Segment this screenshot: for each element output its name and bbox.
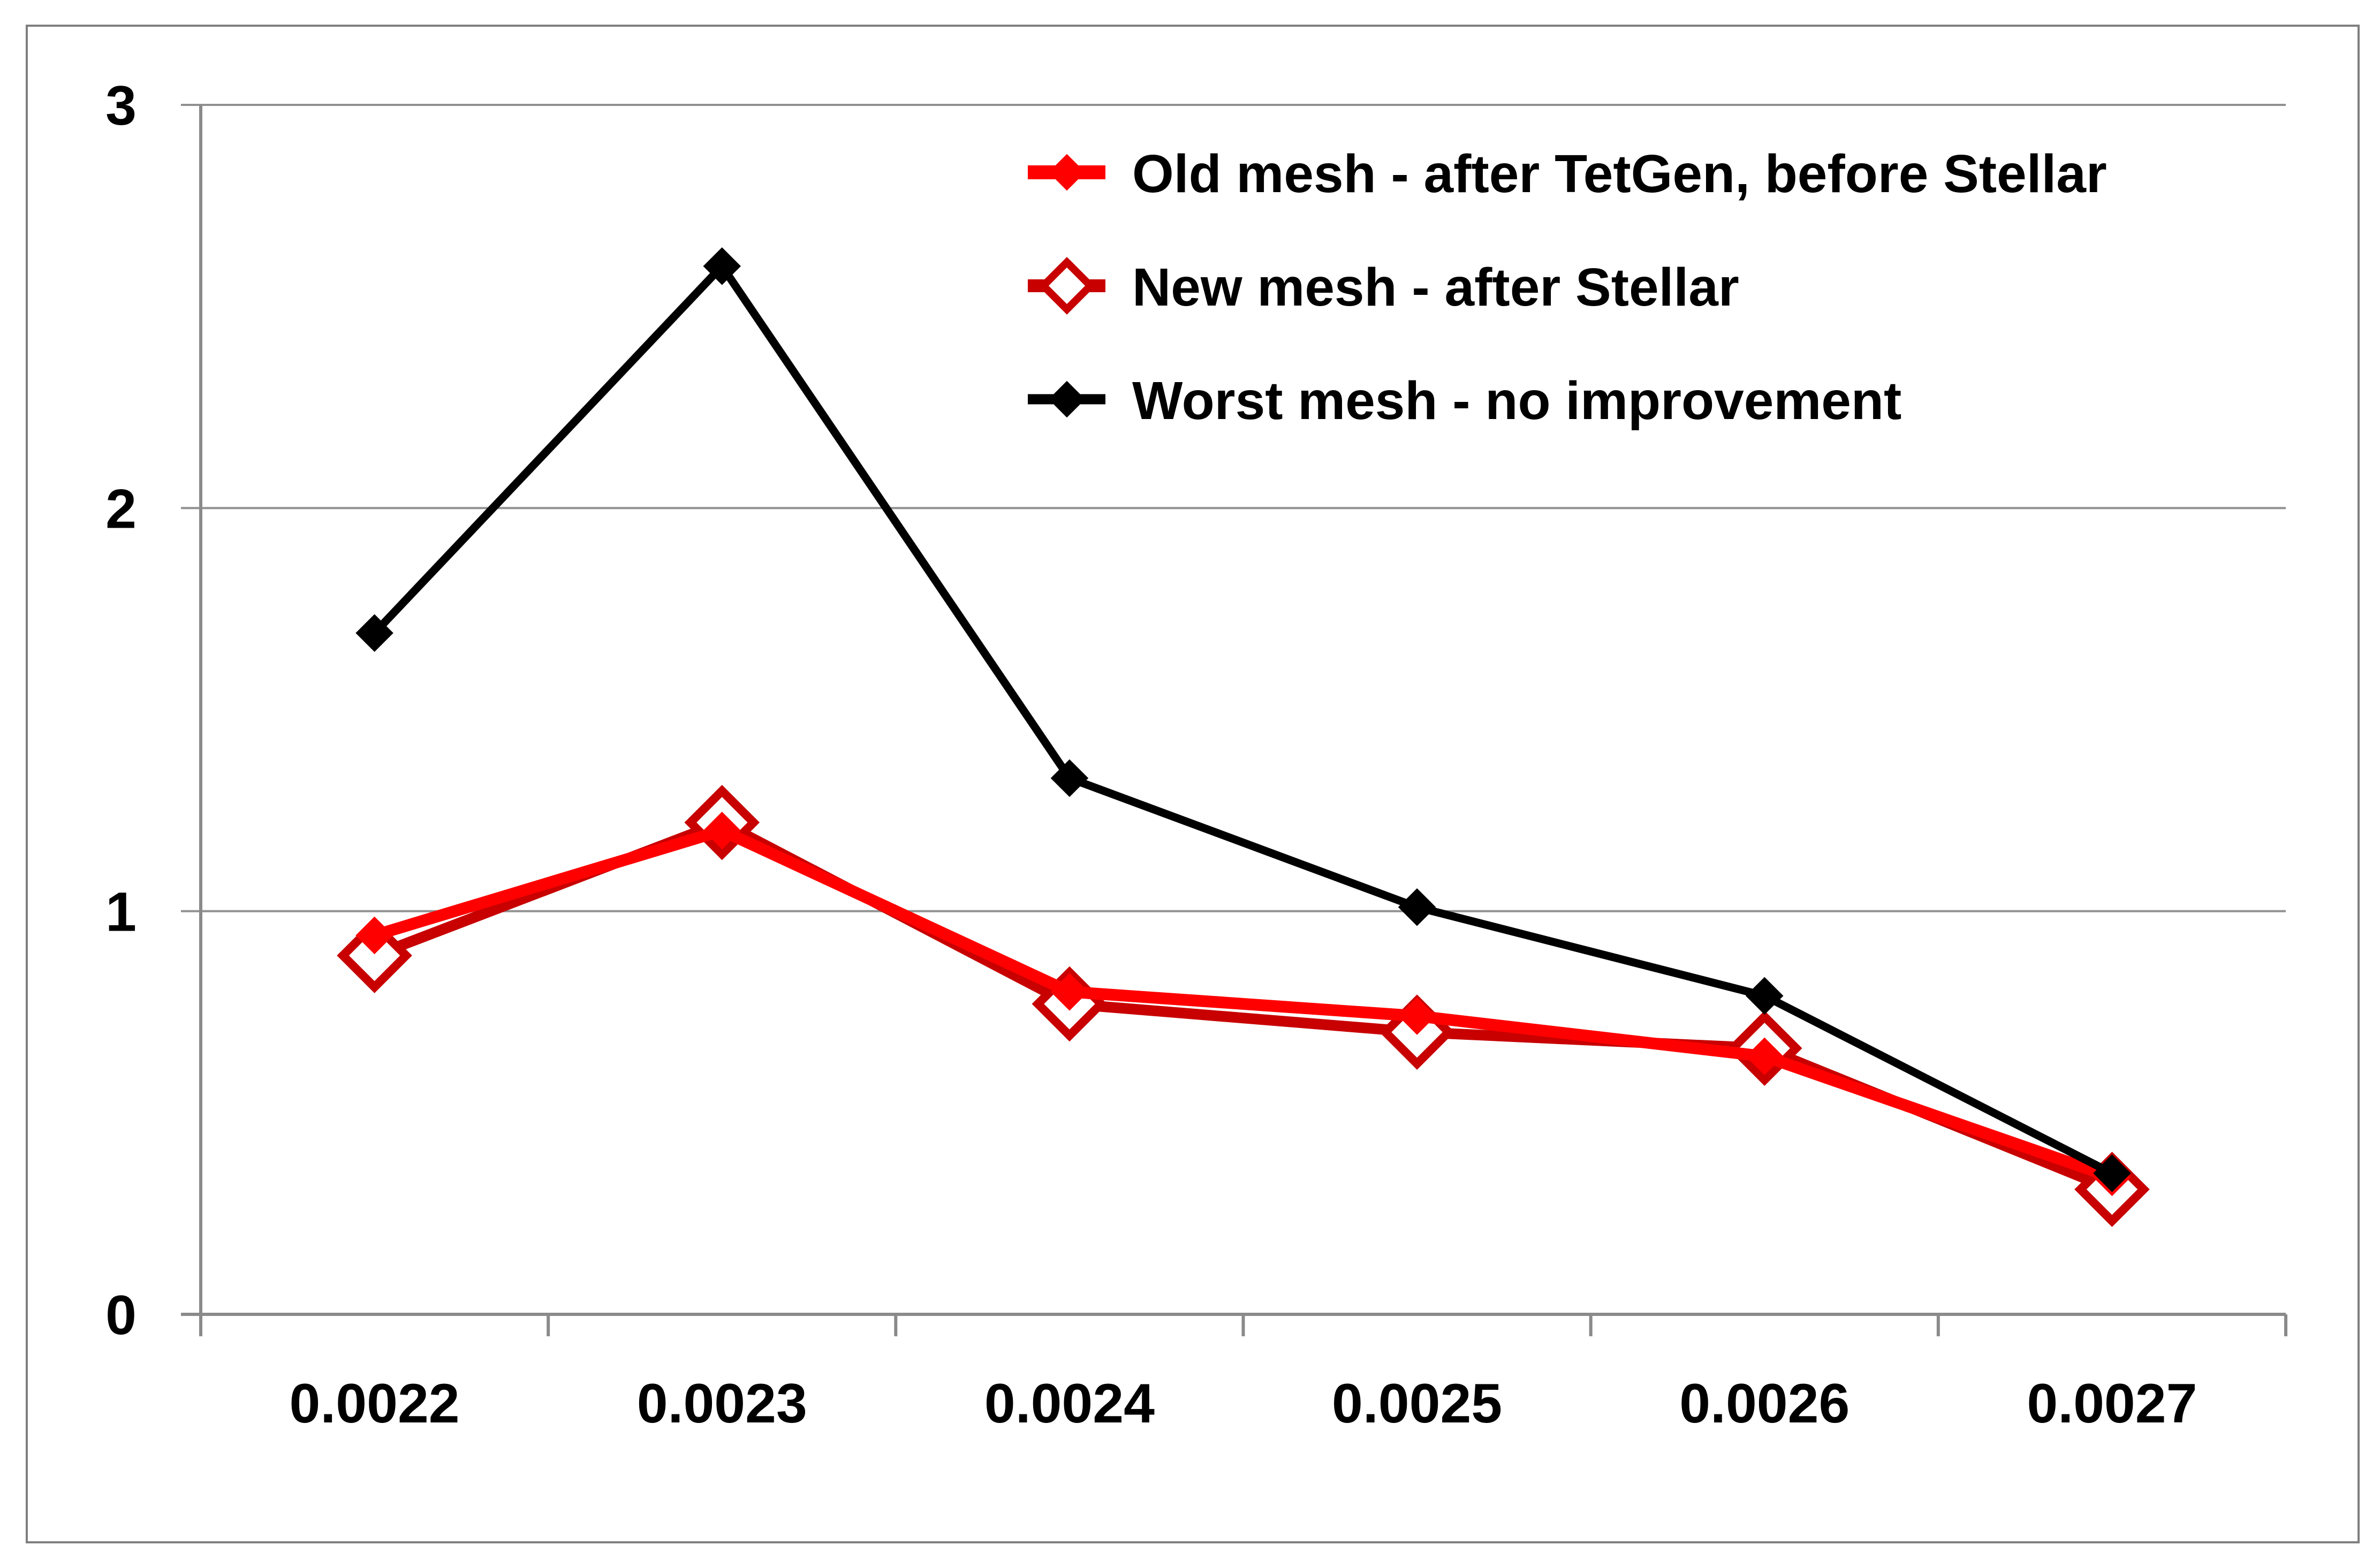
series-0-marker-0.0023 (703, 811, 741, 850)
series-1-marker-0.0022 (337, 918, 412, 993)
figure-border (26, 25, 2360, 1543)
legend-label-1: New mesh - after Stellar (1132, 257, 1739, 317)
x-tick-label-0.0025: 0.0025 (1332, 1373, 1502, 1435)
legend-label-0: Old mesh - after TetGen, before Stellar (1132, 144, 2107, 204)
x-tick-label-0.0027: 0.0027 (2027, 1373, 2197, 1435)
x-tick-label-0.0022: 0.0022 (290, 1373, 460, 1435)
x-tick-label-0.0024: 0.0024 (984, 1373, 1155, 1435)
x-tick-label-0.0023: 0.0023 (637, 1373, 807, 1435)
series-2-marker-0.0024 (1050, 759, 1089, 797)
series-2-line (372, 262, 2114, 1177)
legend-marker-0 (1048, 154, 1086, 191)
x-tick-label-0.0026: 0.0026 (1679, 1373, 1850, 1435)
series-0-marker-0.0024 (1050, 973, 1089, 1011)
series-2-marker-0.0023 (703, 247, 741, 285)
legend-marker-2 (1048, 380, 1086, 418)
series-0-line (373, 825, 2114, 1183)
legend-marker-1 (1038, 257, 1096, 315)
series-2-marker-0.0025 (1398, 888, 1436, 926)
y-tick-label-2: 2 (105, 478, 137, 540)
series-0-marker-0.0025 (1398, 997, 1436, 1035)
series-0-marker-0.0026 (1746, 1037, 1784, 1076)
series-2-marker-0.0026 (1746, 977, 1784, 1015)
series-2-marker-0.0022 (355, 614, 393, 652)
y-tick-label-1: 1 (105, 881, 137, 943)
y-tick-label-0: 0 (105, 1284, 137, 1346)
y-tick-label-3: 3 (105, 75, 137, 137)
series-2-marker-0.0027 (2093, 1154, 2131, 1192)
series-0-marker-0.0022 (355, 916, 393, 955)
legend-label-2: Worst mesh - no improvement (1132, 371, 1901, 431)
